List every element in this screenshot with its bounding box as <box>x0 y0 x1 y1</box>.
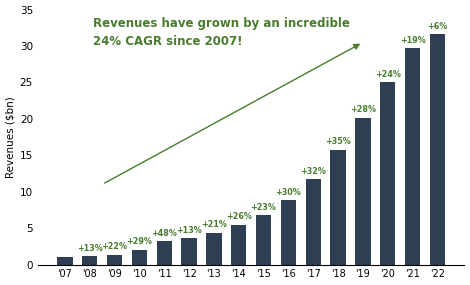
Bar <box>57 257 73 264</box>
Bar <box>355 118 370 264</box>
Text: +35%: +35% <box>325 137 351 146</box>
Bar <box>231 225 246 264</box>
Text: +26%: +26% <box>226 212 251 221</box>
Text: +28%: +28% <box>350 105 376 114</box>
Text: +21%: +21% <box>201 220 227 229</box>
Text: +30%: +30% <box>275 188 301 197</box>
Text: +32%: +32% <box>300 167 326 176</box>
Bar <box>256 215 271 264</box>
Bar <box>405 48 420 264</box>
Text: +29%: +29% <box>126 237 152 246</box>
Bar <box>330 150 346 264</box>
Text: +22%: +22% <box>102 242 127 251</box>
Bar <box>430 34 445 264</box>
Bar <box>157 241 172 264</box>
Bar <box>82 256 97 264</box>
Bar <box>206 233 221 264</box>
Bar <box>132 250 147 264</box>
Text: +6%: +6% <box>427 22 447 31</box>
Text: Revenues have grown by an incredible
24% CAGR since 2007!: Revenues have grown by an incredible 24%… <box>93 17 350 48</box>
Text: +23%: +23% <box>251 203 276 211</box>
Text: +48%: +48% <box>151 229 177 238</box>
Bar <box>281 200 296 264</box>
Y-axis label: Revenues ($bn): Revenues ($bn) <box>6 96 16 178</box>
Bar <box>306 179 321 264</box>
Text: +13%: +13% <box>77 244 102 253</box>
Text: +19%: +19% <box>400 36 425 44</box>
Bar <box>107 255 122 264</box>
Bar <box>181 238 197 264</box>
Text: +24%: +24% <box>375 70 400 79</box>
Bar <box>380 82 395 264</box>
Text: +13%: +13% <box>176 226 202 235</box>
